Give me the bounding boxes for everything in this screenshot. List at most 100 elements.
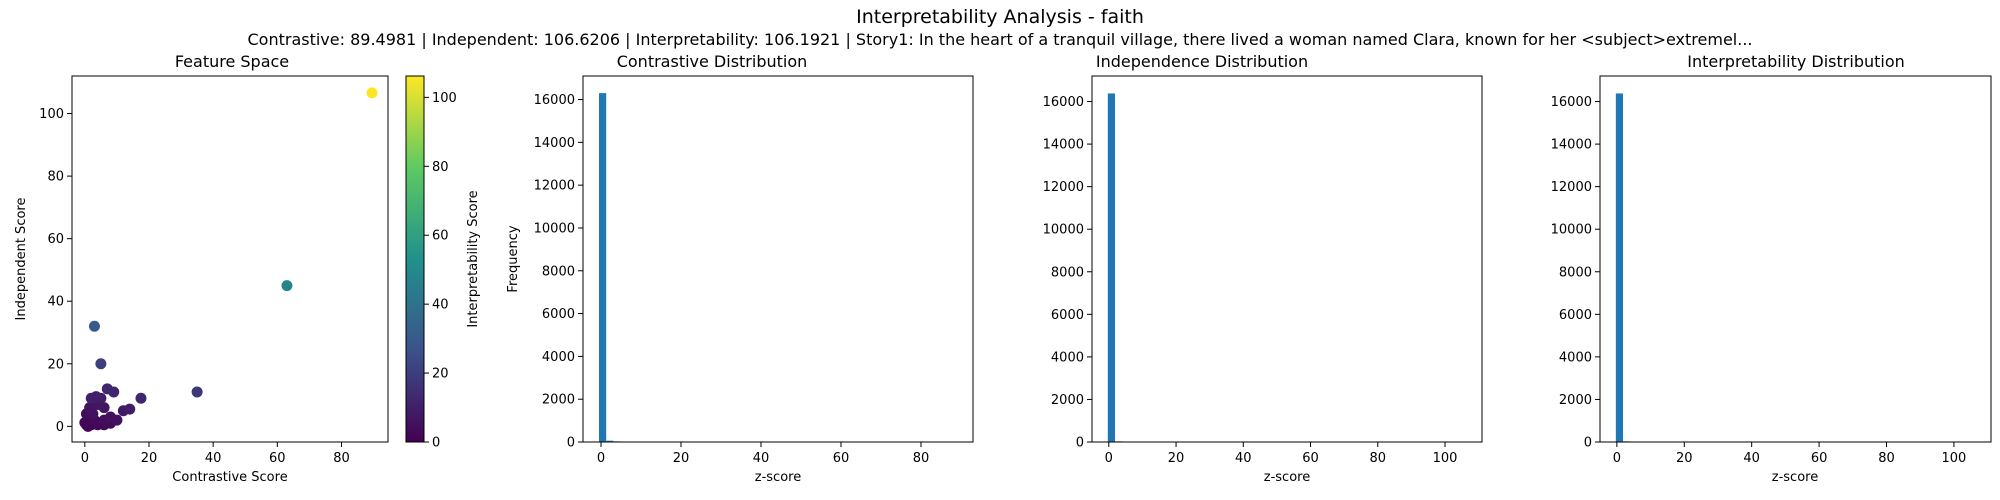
- y-tick-label: 12000: [1043, 180, 1084, 195]
- y-tick-label: 100: [39, 107, 64, 122]
- scatter-point: [88, 320, 100, 332]
- y-tick-label: 0: [56, 420, 64, 435]
- figure-title: Interpretability Analysis - faith: [856, 6, 1144, 28]
- scatter-point: [124, 403, 136, 415]
- y-tick-label: 2000: [1559, 393, 1592, 408]
- colorbar-tick-label: 0: [432, 436, 440, 451]
- histogram-bar: [1615, 93, 1624, 442]
- y-tick-label: 4000: [1051, 350, 1084, 365]
- x-tick-label: 40: [205, 451, 222, 466]
- colorbar-tick-label: 80: [432, 160, 449, 175]
- y-tick-label: 6000: [542, 307, 575, 322]
- x-tick-label: 20: [1168, 451, 1185, 466]
- contrastive-frame: [582, 75, 974, 443]
- y-tick-label: 80: [47, 170, 64, 185]
- y-tick-label: 8000: [1559, 265, 1592, 280]
- colorbar-tick-label: 40: [432, 298, 449, 313]
- scatter-point: [281, 280, 293, 292]
- x-tick-label: 0: [597, 451, 605, 466]
- independence-title: Independence Distribution: [1096, 52, 1308, 71]
- x-tick-label: 60: [833, 451, 850, 466]
- y-tick-label: 0: [1076, 436, 1084, 451]
- x-tick-label: 60: [1811, 451, 1828, 466]
- interpretability-histogram-panel: Interpretability Distribution 0 20 40 60 80 1…: [1551, 52, 1992, 485]
- y-tick-label: 4000: [542, 350, 575, 365]
- contrastive-bars: [599, 93, 636, 443]
- interpretability-x-ticks: 0 20 40 60 80 100: [1613, 442, 1967, 466]
- y-tick-label: 10000: [1043, 223, 1084, 238]
- scatter-panel: Feature Space 0 20 40 60 80 0 20 40 60 80 100 Con…: [14, 52, 481, 485]
- scatter-point: [135, 392, 147, 404]
- colorbar-tick-label: 20: [432, 367, 449, 382]
- y-tick-label: 4000: [1559, 350, 1592, 365]
- y-tick-label: 14000: [534, 136, 575, 151]
- y-tick-label: 16000: [1043, 95, 1084, 110]
- scatter-plot-area: [72, 76, 388, 442]
- colorbar-tick-label: 60: [432, 229, 449, 244]
- colorbar-gradient: [405, 75, 425, 443]
- colorbar: 0 20 40 60 80 100 Interpretability Score: [405, 75, 481, 451]
- scatter-point: [191, 386, 203, 398]
- x-tick-label: 20: [141, 451, 158, 466]
- x-tick-label: 0: [81, 451, 89, 466]
- y-tick-label: 20: [47, 357, 64, 372]
- y-tick-label: 0: [1584, 436, 1592, 451]
- interpretability-frame: [1599, 75, 1992, 443]
- interpretability-x-label: z-score: [1772, 470, 1818, 485]
- colorbar-label: Interpretability Score: [466, 190, 481, 327]
- y-tick-label: 12000: [534, 179, 575, 194]
- scatter-y-ticks: 0 20 40 60 80 100: [39, 107, 72, 435]
- scatter-point: [111, 414, 123, 426]
- contrastive-x-ticks: 0 20 40 60 80: [597, 442, 929, 466]
- interpretability-y-ticks: 0 2000 4000 6000 8000 10000 12000 14000 16000: [1551, 95, 1600, 451]
- y-tick-label: 16000: [1551, 95, 1592, 110]
- contrastive-y-ticks: 0 2000 4000 6000 8000 10000 12000 14000 16000: [534, 93, 583, 451]
- scatter-point: [95, 358, 107, 370]
- x-tick-label: 40: [1235, 451, 1252, 466]
- y-tick-label: 16000: [534, 93, 575, 108]
- scatter-point: [108, 386, 120, 398]
- scatter-title: Feature Space: [175, 52, 289, 71]
- x-tick-label: 20: [673, 451, 690, 466]
- independence-frame: [1091, 75, 1483, 443]
- contrastive-title: Contrastive Distribution: [617, 52, 808, 71]
- y-tick-label: 14000: [1551, 138, 1592, 153]
- y-tick-label: 2000: [1051, 393, 1084, 408]
- y-tick-label: 2000: [542, 393, 575, 408]
- interpretability-title: Interpretability Distribution: [1687, 52, 1905, 71]
- histogram-bar: [599, 93, 607, 443]
- y-tick-label: 60: [47, 232, 64, 247]
- scatter-x-ticks: 0 20 40 60 80: [81, 442, 350, 466]
- independence-histogram-panel: Independence Distribution 0 20 40 60 80 100 0…: [1043, 52, 1483, 485]
- x-tick-label: 60: [269, 451, 286, 466]
- x-tick-label: 100: [1433, 451, 1458, 466]
- scatter-x-label: Contrastive Score: [172, 470, 287, 485]
- y-tick-label: 6000: [1559, 308, 1592, 323]
- scatter-point: [366, 87, 378, 99]
- y-tick-label: 0: [567, 436, 575, 451]
- y-tick-label: 8000: [1051, 265, 1084, 280]
- colorbar-tick-label: 100: [432, 91, 457, 106]
- independence-y-ticks: 0 2000 4000 6000 8000 10000 12000 14000 16000: [1043, 95, 1092, 451]
- scatter-y-label: Independent Score: [14, 198, 29, 321]
- x-tick-label: 0: [1105, 451, 1113, 466]
- y-tick-label: 6000: [1051, 308, 1084, 323]
- histogram-bar: [606, 440, 614, 442]
- x-tick-label: 20: [1676, 451, 1693, 466]
- contrastive-x-label: z-score: [755, 470, 801, 485]
- x-tick-label: 80: [333, 451, 350, 466]
- y-tick-label: 40: [47, 295, 64, 310]
- independence-x-ticks: 0 20 40 60 80 100: [1105, 442, 1458, 466]
- y-tick-label: 8000: [542, 264, 575, 279]
- interpretability-bars: [1615, 93, 1638, 442]
- scatter-point: [90, 391, 102, 403]
- y-tick-label: 12000: [1551, 180, 1592, 195]
- contrastive-histogram-panel: Contrastive Distribution 0 20 40 60 80 0 2000…: [506, 52, 974, 485]
- colorbar-ticks: 0 20 40 60 80 100: [424, 91, 457, 451]
- y-tick-label: 10000: [1551, 223, 1592, 238]
- independence-x-label: z-score: [1264, 470, 1310, 485]
- figure-subtitle: Contrastive: 89.4981 | Independent: 106.…: [247, 30, 1753, 49]
- x-tick-label: 40: [1743, 451, 1760, 466]
- x-tick-label: 100: [1942, 451, 1967, 466]
